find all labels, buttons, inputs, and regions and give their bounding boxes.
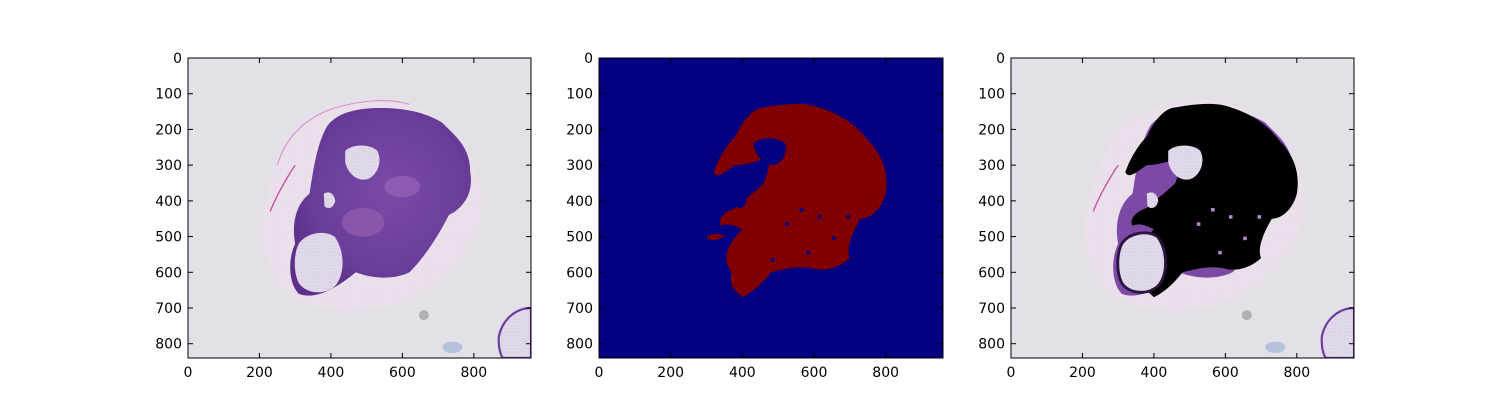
y-tick-label: 200	[566, 122, 593, 138]
x-tick-label: 600	[389, 365, 416, 381]
y-tick-label: 600	[566, 265, 593, 281]
x-tick-label: 0	[1007, 365, 1016, 381]
x-tick-label: 400	[318, 365, 345, 381]
y-tick-label: 400	[566, 194, 593, 210]
panel-masked-overlay	[1010, 57, 1355, 359]
panel-mask-image	[599, 58, 943, 358]
x-tick-label: 800	[1283, 365, 1310, 381]
x-tick-label: 400	[729, 365, 756, 381]
x-tick-label: 800	[872, 365, 899, 381]
y-tick-label: 800	[155, 337, 182, 353]
x-tick-label: 200	[246, 365, 273, 381]
y-tick-label: 100	[566, 87, 593, 103]
y-tick-label: 0	[173, 51, 182, 67]
x-tick-label: 200	[657, 365, 684, 381]
y-tick-label: 0	[996, 51, 1005, 67]
x-tick-label: 200	[1069, 365, 1096, 381]
y-tick-label: 500	[978, 230, 1005, 246]
x-tick-label: 800	[460, 365, 487, 381]
y-tick-label: 800	[566, 337, 593, 353]
y-tick-label: 800	[978, 337, 1005, 353]
y-tick-label: 400	[978, 194, 1005, 210]
panel-mask	[598, 57, 944, 359]
y-tick-label: 300	[978, 158, 1005, 174]
y-tick-label: 600	[155, 265, 182, 281]
x-tick-label: 0	[184, 365, 193, 381]
y-tick-label: 200	[155, 122, 182, 138]
y-tick-label: 600	[978, 265, 1005, 281]
y-tick-label: 700	[566, 301, 593, 317]
y-tick-label: 700	[155, 301, 182, 317]
panel-original	[187, 57, 532, 359]
y-tick-label: 0	[584, 51, 593, 67]
x-tick-label: 0	[595, 365, 604, 381]
y-tick-label: 300	[155, 158, 182, 174]
y-tick-label: 400	[155, 194, 182, 210]
y-tick-label: 500	[566, 230, 593, 246]
panel-original-image	[188, 58, 531, 358]
y-tick-label: 300	[566, 158, 593, 174]
y-tick-label: 200	[978, 122, 1005, 138]
x-tick-label: 400	[1141, 365, 1168, 381]
y-tick-label: 100	[155, 87, 182, 103]
y-tick-label: 700	[978, 301, 1005, 317]
panel-masked-overlay-image	[1011, 58, 1354, 358]
y-tick-label: 100	[978, 87, 1005, 103]
y-tick-label: 500	[155, 230, 182, 246]
x-tick-label: 600	[801, 365, 828, 381]
x-tick-label: 600	[1212, 365, 1239, 381]
